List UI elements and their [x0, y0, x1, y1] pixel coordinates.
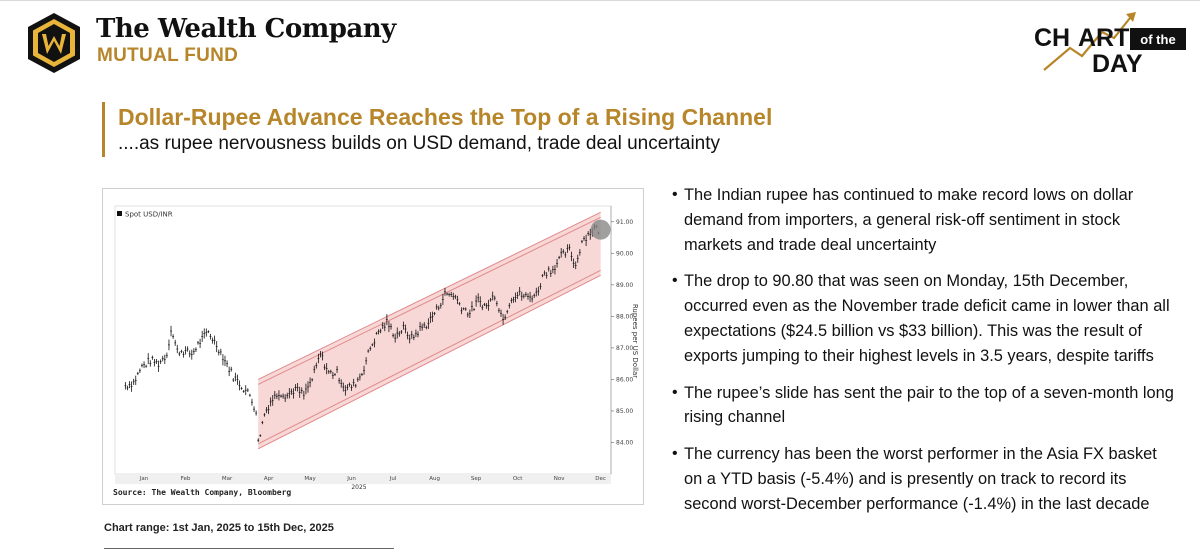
- channel-upper-line: [257, 216, 601, 385]
- bullet-item: The currency has been the worst performe…: [672, 442, 1174, 516]
- bullet-item: The Indian rupee has continued to make r…: [672, 183, 1174, 257]
- y-tick-label: 88.00: [616, 314, 633, 321]
- y-tick-label: 89.00: [616, 282, 633, 289]
- x-tick-label: Feb: [181, 476, 191, 482]
- y-tick-label: 86.00: [616, 377, 633, 384]
- channel-fill: [258, 212, 601, 449]
- legend-swatch: [117, 211, 122, 216]
- x-tick-label: Jul: [389, 476, 397, 482]
- brand-subtitle: MUTUAL FUND: [97, 45, 239, 66]
- y-tick-label: 91.00: [616, 219, 633, 226]
- brand-name: The Wealth Company: [96, 14, 396, 44]
- badge-ch: CH: [1034, 24, 1070, 52]
- x-tick-label: May: [304, 476, 316, 482]
- page-subtitle: ....as rupee nervousness builds on USD d…: [118, 133, 721, 154]
- x-tick-label: Nov: [554, 476, 565, 482]
- chart-container: 84.00 85.00 86.00 87.00 88.00 89.00 90.00 91.00…: [102, 188, 644, 505]
- page-title: Dollar-Rupee Advance Reaches the Top of …: [118, 104, 773, 130]
- badge-arrow-icon: [1126, 12, 1136, 22]
- y-tick-label: 87.00: [616, 345, 633, 352]
- y-tick-label: 84.00: [616, 440, 633, 447]
- x-tick-label: Apr: [264, 476, 274, 482]
- x-tick-label: Jun: [346, 476, 356, 482]
- x-axis-band: [115, 474, 611, 484]
- x-axis-title: 2025: [351, 484, 366, 491]
- channel-lower-line: [257, 274, 601, 450]
- channel-lower-line: [257, 269, 601, 445]
- x-tick-label: Sep: [471, 476, 482, 482]
- y-tick-label: 85.00: [616, 408, 633, 415]
- usdinr-chart: 84.00 85.00 86.00 87.00 88.00 89.00 90.00 91.00…: [113, 205, 639, 497]
- badge-of-the-box: [1130, 28, 1186, 50]
- legend-label: Spot USD/INR: [125, 211, 173, 219]
- wealth-company-logo-icon: [28, 13, 80, 73]
- x-tick-label: Jan: [139, 476, 149, 482]
- x-tick-label: Aug: [429, 476, 440, 482]
- top-border: [0, 0, 1200, 1]
- x-tick-label: Oct: [513, 476, 523, 482]
- bullet-item: The drop to 90.80 that was seen on Monda…: [672, 269, 1174, 368]
- x-tick-label: Mar: [222, 476, 233, 482]
- chart-of-the-day-badge: CH ART of the DAY: [1034, 12, 1186, 78]
- title-accent-bar: [102, 102, 105, 157]
- truncated-text-line: [104, 546, 394, 550]
- latest-point-highlight: [590, 219, 611, 240]
- badge-of-the: of the: [1140, 32, 1175, 47]
- badge-trend-icon: [1043, 17, 1131, 71]
- chart-range-note: Chart range: 1st Jan, 2025 to 15th Dec, …: [104, 522, 334, 534]
- y-axis-title: Rupees per US Dollar: [631, 304, 639, 378]
- channel-upper-line: [257, 211, 601, 380]
- chart-source: Source: The Wealth Company, Bloomberg: [113, 488, 291, 497]
- badge-day: DAY: [1092, 50, 1143, 78]
- bullet-item: The rupee’s slide has sent the pair to t…: [672, 381, 1174, 431]
- x-tick-label: Dec: [595, 476, 606, 482]
- badge-art: ART: [1078, 24, 1129, 52]
- bullet-list: The Indian rupee has continued to make r…: [672, 183, 1174, 529]
- y-tick-label: 90.00: [616, 250, 633, 257]
